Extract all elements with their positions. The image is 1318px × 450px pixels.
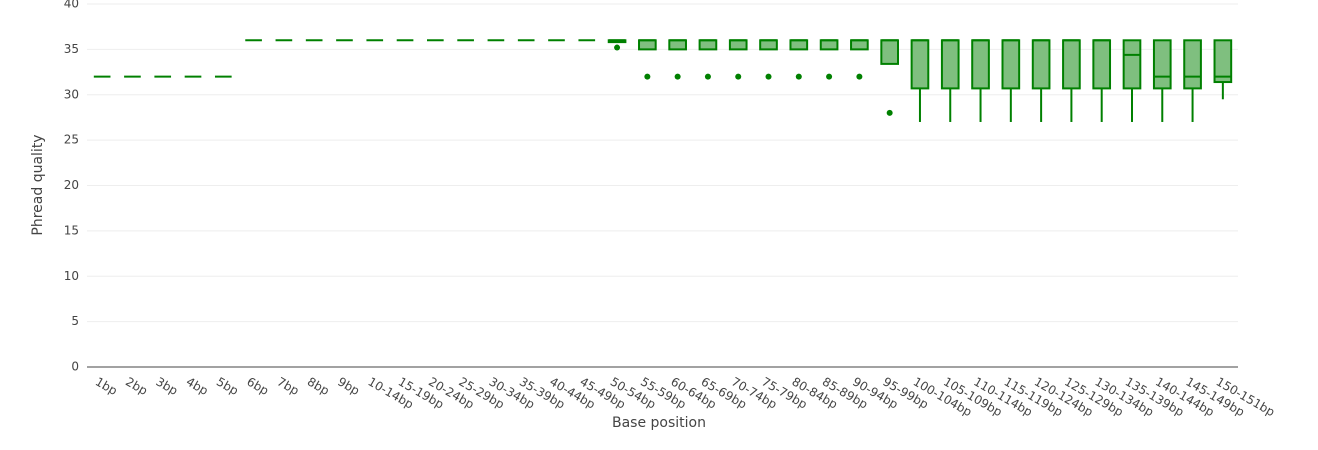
box	[1213, 39, 1233, 84]
outlier	[704, 73, 711, 80]
outlier	[886, 109, 893, 116]
y-tick-label: 25	[64, 133, 79, 147]
outlier	[826, 73, 833, 80]
box	[668, 39, 687, 51]
y-tick-label: 5	[71, 314, 79, 328]
box	[850, 39, 869, 51]
x-tick-label: 2bp	[123, 375, 150, 399]
x-tick-label: 5bp	[214, 375, 241, 399]
box	[819, 39, 839, 51]
x-axis-title: Base position	[612, 415, 706, 431]
box	[971, 39, 990, 90]
box	[1062, 39, 1081, 90]
outlier	[644, 73, 651, 80]
y-axis-title: Phread quality	[30, 134, 46, 235]
box	[638, 39, 657, 51]
box	[728, 39, 748, 51]
y-tick-label: 15	[64, 223, 79, 237]
x-tick-label: 6bp	[244, 375, 271, 399]
box	[940, 39, 960, 90]
box	[1031, 39, 1051, 90]
box	[1001, 39, 1021, 90]
box	[1183, 39, 1202, 90]
y-tick-label: 20	[64, 178, 79, 192]
box	[1122, 39, 1142, 90]
box	[1152, 39, 1172, 90]
x-tick-label: 7bp	[275, 375, 302, 399]
outlier	[674, 73, 681, 80]
box	[789, 39, 809, 51]
outlier	[795, 73, 802, 80]
outlier	[765, 73, 772, 80]
y-tick-label: 35	[64, 42, 79, 56]
box	[759, 39, 778, 51]
y-tick-label: 0	[71, 360, 79, 374]
box	[698, 39, 718, 51]
x-tick-label: 8bp	[305, 375, 332, 399]
outlier	[735, 73, 742, 80]
box	[910, 39, 930, 90]
x-tick-label: 3bp	[153, 375, 180, 399]
box	[880, 39, 900, 65]
outlier	[614, 44, 621, 51]
y-tick-label: 10	[64, 269, 79, 283]
x-tick-label: 4bp	[184, 375, 211, 399]
x-tick-label: 9bp	[335, 375, 362, 399]
y-tick-label: 40	[64, 0, 79, 11]
outlier	[856, 73, 863, 80]
y-tick-label: 30	[64, 87, 79, 101]
box	[1092, 39, 1112, 90]
x-tick-label: 1bp	[93, 375, 120, 399]
